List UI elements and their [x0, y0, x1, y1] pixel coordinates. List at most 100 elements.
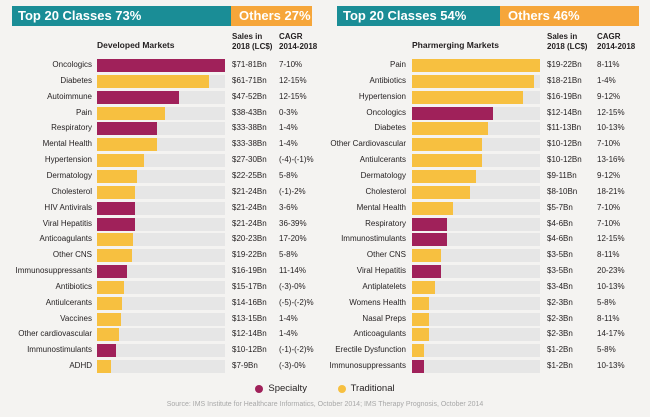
sales-column-header: Sales in 2018 (LC$)	[232, 32, 273, 51]
category-label: Pain	[389, 60, 406, 69]
top20-share: Top 20 Classes 54%	[337, 6, 500, 26]
bar-track	[412, 201, 540, 215]
bar-row: Oncologics $71-81Bn 7-10%	[0, 58, 325, 72]
bar-traditional	[412, 74, 535, 88]
sales-value: $71-81Bn	[232, 60, 267, 69]
bar-row: Nasal Preps $2-3Bn 8-11%	[325, 312, 650, 326]
cagr-value: 8-11%	[597, 60, 620, 69]
bar-traditional	[97, 360, 112, 374]
cagr-value: 8-11%	[597, 250, 620, 260]
sales-value: $10-12Bn	[547, 139, 582, 149]
category-label: Cholesterol	[51, 186, 92, 196]
cagr-value: 1-4%	[279, 123, 298, 133]
cagr-value: 5-8%	[279, 170, 298, 180]
category-label: Pain	[75, 107, 92, 117]
bar-row: Mental Health $5-7Bn 7-10%	[325, 201, 650, 215]
sales-value: $4-6Bn	[547, 234, 573, 244]
category-label: Immunosuppressants	[329, 361, 406, 371]
category-label: Hypertension	[44, 155, 92, 165]
bar-traditional	[97, 185, 135, 199]
cagr-value: 13-16%	[597, 155, 625, 165]
bar-track	[412, 154, 540, 168]
cagr-value: 36-39%	[279, 218, 307, 228]
bar-specialty	[412, 217, 447, 231]
sales-value: $33-38Bn	[232, 139, 267, 149]
bar-track	[97, 59, 225, 72]
category-label: Antibiotics	[55, 281, 92, 291]
bar-specialty	[97, 344, 116, 358]
sales-value: $4-6Bn	[547, 218, 573, 228]
cagr-value: 1-4%	[597, 75, 616, 85]
bar-row: Pain $38-43Bn 0-3%	[0, 106, 325, 120]
cagr-value: 12-15%	[279, 75, 307, 85]
sales-value: $14-16Bn	[232, 297, 267, 307]
category-label: Antiulcerants	[359, 155, 406, 165]
bar-row: Antibiotics $18-21Bn 1-4%	[325, 74, 650, 88]
sales-value: $21-24Bn	[232, 202, 267, 212]
share-banner: Top 20 Classes 54% Others 46%	[337, 6, 639, 26]
bar-track	[97, 280, 225, 294]
bar-traditional	[97, 328, 120, 342]
bar-track	[412, 90, 540, 104]
sales-value: $2-3Bn	[547, 313, 573, 323]
bar-track	[97, 122, 225, 136]
bar-specialty	[97, 265, 128, 279]
cagr-value: (-1)-(-2)%	[279, 345, 314, 355]
sales-value: $15-17Bn	[232, 281, 267, 291]
bar-row: Hypertension $27-30Bn (-4)-(-1)%	[0, 153, 325, 168]
bar-traditional	[97, 233, 134, 247]
sales-value: $2-3Bn	[547, 329, 573, 339]
sales-value: $21-24Bn	[232, 186, 267, 196]
sales-value: $3-4Bn	[547, 281, 573, 291]
bar-track	[97, 249, 225, 263]
bar-row: Autoimmune $47-52Bn 12-15%	[0, 90, 325, 104]
bar-track	[412, 59, 540, 72]
bar-row: Diabetes $61-71Bn 12-15%	[0, 74, 325, 88]
bar-track	[97, 154, 225, 168]
others-share: Others 27%	[231, 6, 312, 26]
cagr-value: 1-4%	[279, 313, 298, 323]
bar-row: Other cardiovascular $12-14Bn 1-4%	[0, 327, 325, 342]
bar-row: Dermatology $22-25Bn 5-8%	[0, 169, 325, 183]
category-label: Anticoagulants	[39, 234, 92, 244]
cagr-column-header: CAGR 2014-2018	[279, 32, 318, 51]
bar-traditional	[412, 59, 540, 72]
bar-row: Immunosuppressants $1-2Bn 10-13%	[325, 359, 650, 374]
cagr-value: 9-12%	[597, 170, 621, 180]
bar-row: Mental Health $33-38Bn 1-4%	[0, 137, 325, 152]
bar-traditional	[97, 154, 145, 168]
bar-specialty	[97, 201, 135, 215]
category-label: Mental Health	[42, 139, 92, 149]
share-banner: Top 20 Classes 73% Others 27%	[12, 6, 312, 26]
category-label: Respiratory	[51, 123, 92, 133]
bar-row: Cholesterol $8-10Bn 18-21%	[325, 185, 650, 199]
sales-value: $61-71Bn	[232, 75, 267, 85]
bar-traditional	[412, 201, 453, 215]
bar-specialty	[412, 233, 447, 247]
sales-value: $12-14Bn	[547, 107, 582, 117]
category-label: Dermatology	[360, 170, 406, 180]
sales-value: $16-19Bn	[232, 266, 267, 276]
traditional-dot-icon	[337, 384, 346, 393]
bar-row: Oncologics $12-14Bn 12-15%	[325, 106, 650, 120]
bar-traditional	[412, 312, 430, 326]
bar-row: Dermatology $9-11Bn 9-12%	[325, 169, 650, 183]
sales-value: $27-30Bn	[232, 155, 267, 165]
cagr-value: 0-3%	[279, 107, 298, 117]
bar-track	[97, 90, 225, 104]
category-label: Anticoagulants	[353, 329, 406, 339]
sales-value: $13-15Bn	[232, 313, 267, 323]
category-label: ADHD	[69, 361, 92, 371]
cagr-value: 20-23%	[597, 266, 625, 276]
sales-value: $21-24Bn	[232, 218, 267, 228]
bar-specialty	[97, 90, 180, 104]
bar-track	[412, 280, 540, 294]
developed-markets-panel: Top 20 Classes 73% Others 27% Developed …	[0, 0, 325, 380]
bar-traditional	[97, 138, 158, 152]
others-share: Others 46%	[500, 6, 639, 26]
bar-track	[412, 265, 540, 279]
legend: Specialty Traditional	[0, 383, 650, 396]
bar-track	[412, 106, 540, 120]
cagr-value: 9-12%	[597, 91, 621, 101]
bar-row: Respiratory $4-6Bn 7-10%	[325, 217, 650, 231]
